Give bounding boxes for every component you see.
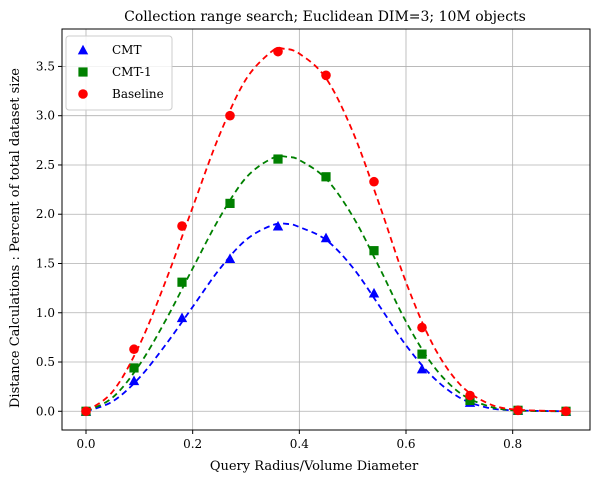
data-point-cmt-1 bbox=[225, 198, 235, 208]
legend-marker-cmt-1 bbox=[78, 67, 88, 77]
data-point-cmt bbox=[224, 253, 236, 263]
legend-item-cmt-1: CMT-1 bbox=[78, 65, 152, 79]
data-point-baseline bbox=[417, 322, 427, 333]
x-tick-label: 0.0 bbox=[76, 437, 95, 451]
data-point-baseline bbox=[465, 390, 475, 401]
y-axis-title: Distance Calculations : Percent of total… bbox=[8, 68, 23, 408]
y-tick-label: 0.0 bbox=[36, 404, 55, 418]
data-point-baseline bbox=[129, 344, 139, 355]
fit-line-cmt-1 bbox=[85, 155, 567, 413]
data-point-cmt bbox=[320, 232, 332, 243]
data-point-cmt-1 bbox=[273, 154, 283, 164]
x-tick-label: 0.4 bbox=[290, 437, 309, 451]
y-tick-label: 1.5 bbox=[36, 256, 55, 270]
series-baseline bbox=[81, 46, 571, 417]
data-point-baseline bbox=[273, 46, 283, 57]
y-tick-label: 0.5 bbox=[36, 355, 55, 369]
x-tick-label: 0.2 bbox=[183, 437, 202, 451]
legend-label: Baseline bbox=[112, 87, 164, 101]
data-point-cmt bbox=[416, 363, 428, 374]
data-point-cmt-1 bbox=[465, 395, 475, 406]
data-point-baseline bbox=[369, 176, 379, 187]
data-point-cmt-1 bbox=[369, 246, 379, 256]
x-tick-label: 0.6 bbox=[396, 437, 415, 451]
data-point-baseline bbox=[81, 406, 91, 417]
legend-marker-baseline bbox=[78, 89, 88, 99]
data-point-cmt-1 bbox=[129, 363, 139, 373]
legend-item-baseline: Baseline bbox=[78, 87, 164, 101]
x-tick-label: 0.8 bbox=[503, 437, 522, 451]
data-point-cmt-1 bbox=[417, 349, 427, 359]
series-layer bbox=[80, 46, 572, 417]
legend-item-cmt: CMT bbox=[77, 43, 141, 57]
data-point-cmt-1 bbox=[177, 277, 187, 287]
data-point-cmt bbox=[368, 287, 380, 298]
y-tick-label: 2.0 bbox=[36, 207, 55, 221]
y-tick-label: 3.0 bbox=[36, 109, 55, 123]
data-point-cmt bbox=[272, 220, 284, 231]
legend-marker-cmt bbox=[77, 44, 89, 55]
data-point-baseline bbox=[321, 70, 331, 81]
plot-frame bbox=[61, 28, 591, 431]
legend-box bbox=[65, 35, 173, 111]
y-tick-label: 1.0 bbox=[36, 306, 55, 320]
data-point-baseline bbox=[513, 405, 523, 416]
data-point-cmt bbox=[176, 312, 188, 323]
legend-label: CMT bbox=[112, 43, 141, 57]
y-tick-label: 3.5 bbox=[36, 59, 55, 73]
grid bbox=[62, 29, 590, 430]
y-axis: 0.0 0.5 1.0 1.5 2.0 2.5 3.0 3.5 bbox=[36, 59, 62, 418]
y-tick-label: 2.5 bbox=[36, 158, 55, 172]
x-axis-title: Query Radius/Volume Diameter bbox=[210, 459, 419, 474]
data-point-baseline bbox=[177, 221, 187, 231]
data-point-baseline bbox=[561, 406, 571, 417]
data-point-cmt-1 bbox=[321, 172, 331, 182]
x-axis: 0.0 0.2 0.4 0.6 0.8 bbox=[76, 430, 522, 451]
legend-label: CMT-1 bbox=[112, 65, 152, 79]
data-point-cmt bbox=[128, 375, 140, 386]
fit-line-cmt bbox=[85, 222, 567, 413]
data-point-baseline bbox=[225, 110, 235, 121]
fit-line-baseline bbox=[85, 46, 567, 413]
legend: CMT CMT-1 Baseline bbox=[65, 35, 173, 111]
chart-title: Collection range search; Euclidean DIM=3… bbox=[124, 9, 526, 25]
